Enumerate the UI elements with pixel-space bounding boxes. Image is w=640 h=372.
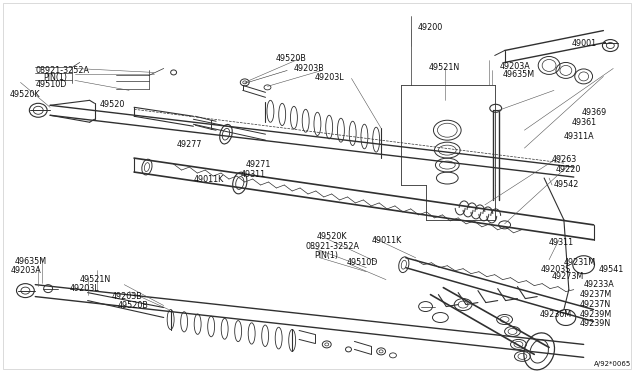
Text: A/92*0065: A/92*0065 bbox=[593, 361, 631, 367]
Text: 49635M: 49635M bbox=[502, 70, 535, 80]
Text: 49236M: 49236M bbox=[539, 310, 572, 318]
Text: 49520: 49520 bbox=[99, 100, 125, 109]
Text: 49521N: 49521N bbox=[429, 64, 460, 73]
Text: PIN(1): PIN(1) bbox=[314, 251, 338, 260]
Text: 49271: 49271 bbox=[246, 160, 271, 169]
Text: 49520K: 49520K bbox=[317, 232, 348, 241]
Text: 49011K: 49011K bbox=[193, 175, 223, 184]
Text: 08921-3252A: 08921-3252A bbox=[35, 67, 89, 76]
Text: 49510D: 49510D bbox=[346, 258, 378, 267]
Text: 49203L: 49203L bbox=[70, 283, 99, 293]
Text: 49311: 49311 bbox=[549, 238, 574, 247]
Text: 49520B: 49520B bbox=[275, 54, 307, 64]
Text: 49011K: 49011K bbox=[371, 236, 401, 245]
Text: 49220: 49220 bbox=[556, 165, 581, 174]
Text: 49203A: 49203A bbox=[500, 62, 531, 71]
Text: 49361: 49361 bbox=[572, 118, 597, 127]
Text: 49237M: 49237M bbox=[580, 290, 612, 299]
Text: 49239N: 49239N bbox=[580, 320, 611, 328]
Text: 49203S: 49203S bbox=[540, 265, 570, 274]
Text: 49311A: 49311A bbox=[564, 132, 595, 141]
Text: 49233A: 49233A bbox=[584, 280, 614, 289]
Text: 49520K: 49520K bbox=[10, 90, 40, 99]
Text: 49231M: 49231M bbox=[564, 258, 596, 267]
Text: 49277: 49277 bbox=[177, 140, 202, 149]
Text: 49635M: 49635M bbox=[15, 257, 47, 266]
Text: 08921-3252A: 08921-3252A bbox=[305, 242, 359, 251]
Text: 49203L: 49203L bbox=[315, 73, 344, 83]
Text: 49203A: 49203A bbox=[11, 266, 42, 275]
Text: 49273M: 49273M bbox=[552, 272, 584, 281]
Text: 49521N: 49521N bbox=[80, 275, 111, 284]
Text: 49200: 49200 bbox=[418, 23, 443, 32]
Text: 49239M: 49239M bbox=[580, 310, 612, 318]
Text: 49542: 49542 bbox=[554, 180, 579, 189]
Text: 49369: 49369 bbox=[582, 108, 607, 117]
Text: 49520B: 49520B bbox=[117, 301, 148, 310]
Text: PIN(1): PIN(1) bbox=[43, 73, 67, 83]
Text: 49237N: 49237N bbox=[580, 299, 611, 309]
Text: 49311: 49311 bbox=[241, 170, 266, 179]
Text: 49001: 49001 bbox=[572, 39, 597, 48]
Text: 49203B: 49203B bbox=[111, 292, 142, 301]
Text: 49263: 49263 bbox=[552, 155, 577, 164]
Text: 49541: 49541 bbox=[598, 265, 624, 274]
Text: 49510D: 49510D bbox=[35, 80, 67, 89]
Text: 49203B: 49203B bbox=[293, 64, 324, 73]
